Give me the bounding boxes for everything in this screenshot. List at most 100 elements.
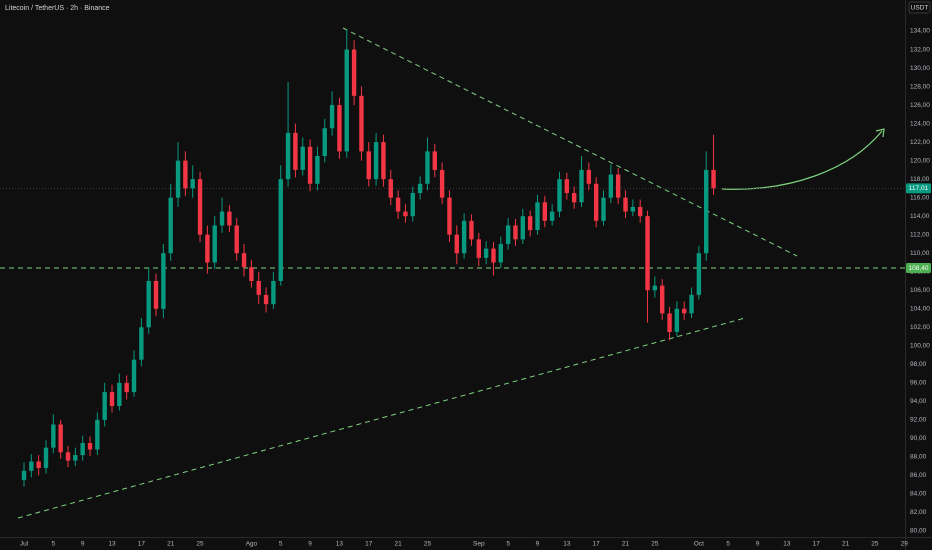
- candle-body: [322, 128, 327, 157]
- candle-body: [256, 280, 261, 295]
- x-tick-label: 21: [842, 541, 850, 548]
- level-label: 108,40: [909, 265, 929, 272]
- candle-body: [432, 151, 437, 170]
- candle-body: [535, 202, 540, 231]
- currency-label: USDT: [911, 5, 929, 12]
- candle-body: [483, 248, 489, 258]
- x-tick-label: 25: [424, 541, 432, 548]
- candle-body: [359, 95, 364, 152]
- y-tick-label: 132,00: [910, 46, 930, 53]
- y-tick-label: 134,00: [910, 28, 930, 35]
- candle-body: [388, 179, 393, 198]
- x-tick-label: 17: [138, 541, 146, 548]
- candle-body: [278, 179, 283, 281]
- candle-body: [139, 327, 144, 360]
- x-tick-label: 9: [81, 541, 85, 548]
- y-tick-label: 128,00: [910, 83, 930, 90]
- x-tick-label: 5: [506, 541, 510, 548]
- y-tick-label: 118,00: [910, 176, 930, 183]
- candle-body: [234, 225, 239, 254]
- candle-body: [146, 280, 151, 328]
- y-tick-label: 104,00: [910, 305, 930, 312]
- y-tick-label: 120,00: [910, 157, 930, 164]
- candle-body: [711, 169, 716, 189]
- candle-body: [498, 243, 504, 263]
- y-tick-label: 90,00: [910, 435, 927, 442]
- candle-body: [425, 151, 430, 184]
- x-tick-label: 13: [563, 541, 571, 548]
- x-tick-label: 21: [167, 541, 175, 548]
- y-tick-label: 98,00: [910, 361, 927, 368]
- candle-body: [190, 179, 195, 189]
- projection-arrow-head: [875, 128, 885, 138]
- candle-body: [43, 447, 49, 469]
- candle-body: [586, 169, 592, 184]
- x-tick-label: Ago: [246, 541, 258, 548]
- candle-body: [65, 452, 71, 461]
- y-tick-label: 92,00: [910, 417, 927, 424]
- last-price-label: 117,01: [909, 185, 929, 192]
- candle-body: [263, 294, 269, 305]
- candle-body: [704, 169, 709, 254]
- candle-body: [58, 424, 63, 453]
- candle-body: [315, 156, 320, 184]
- y-tick-label: 102,00: [910, 324, 930, 331]
- candle-body: [652, 285, 658, 291]
- candle-body: [542, 202, 548, 221]
- last-price-box: [906, 183, 931, 194]
- x-tick-label: 21: [394, 541, 402, 548]
- candle-body: [403, 211, 408, 217]
- candle-body: [29, 461, 34, 471]
- x-tick-label: 9: [536, 541, 540, 548]
- candle-body: [564, 179, 570, 194]
- candle-body: [95, 419, 100, 450]
- y-tick-label: 130,00: [910, 65, 930, 72]
- x-tick-label: 17: [593, 541, 601, 548]
- candle-body: [579, 169, 584, 203]
- candle-body: [601, 197, 606, 221]
- candle-body: [637, 206, 643, 217]
- candle-body: [249, 267, 254, 281]
- candle-body: [80, 443, 85, 456]
- candle-body: [593, 183, 599, 221]
- y-tick-label: 86,00: [910, 472, 927, 479]
- x-tick-label: Jul: [20, 541, 29, 548]
- candle-body: [337, 105, 342, 152]
- candle-body: [205, 234, 210, 263]
- candle-body: [520, 216, 526, 240]
- y-tick-label: 110,00: [910, 250, 930, 257]
- y-tick-label: 100,00: [910, 343, 930, 350]
- candle-body: [527, 216, 533, 231]
- candle-body: [571, 193, 577, 203]
- candle-body: [329, 105, 335, 129]
- candle-body: [381, 142, 386, 180]
- y-tick-label: 80,00: [910, 528, 927, 535]
- candle-body: [344, 49, 349, 152]
- candle-body: [366, 151, 371, 180]
- y-tick-label: 88,00: [910, 454, 927, 461]
- candle-body: [117, 382, 122, 406]
- candle-body: [285, 132, 291, 180]
- candle-body: [454, 234, 459, 254]
- y-tick-label: 84,00: [910, 491, 927, 498]
- y-tick-label: 96,00: [910, 380, 927, 387]
- candle-body: [351, 49, 357, 96]
- y-tick-label: 126,00: [910, 102, 930, 109]
- candle-body: [395, 197, 401, 212]
- candle-body: [109, 392, 115, 406]
- x-tick-label: 9: [756, 541, 760, 548]
- x-tick-label: 5: [726, 541, 730, 548]
- candle-body: [447, 197, 452, 235]
- x-tick-label: Sep: [473, 541, 485, 548]
- candle-body: [102, 392, 107, 420]
- candle-body: [696, 253, 702, 295]
- candle-body: [417, 183, 423, 194]
- candle-body: [608, 174, 614, 198]
- y-tick-label: 112,00: [910, 231, 930, 238]
- candle-body: [674, 308, 680, 332]
- candle-body: [373, 142, 379, 180]
- y-tick-label: 106,00: [910, 287, 930, 294]
- level-box: [906, 263, 931, 274]
- y-tick-label: 114,00: [910, 213, 930, 220]
